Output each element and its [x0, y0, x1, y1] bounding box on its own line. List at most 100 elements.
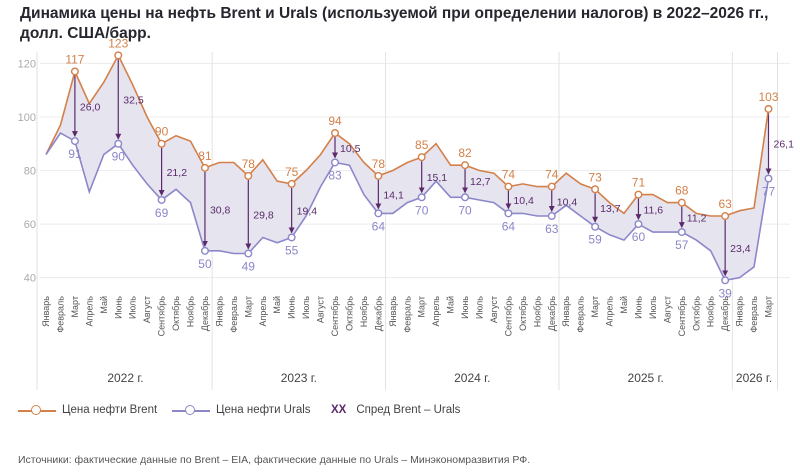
urals-label: 63 — [545, 222, 559, 236]
brent-point — [634, 190, 643, 199]
urals-label: 70 — [415, 203, 429, 217]
legend-brent: Цена нефти Brent — [18, 404, 157, 416]
brent-label: 78 — [372, 157, 386, 171]
brent-point — [417, 153, 426, 162]
urals-point — [114, 139, 123, 148]
brent-point — [244, 171, 253, 180]
month-label: Май — [619, 296, 629, 314]
brent-label: 82 — [458, 146, 472, 160]
year-label: 2024 г. — [454, 371, 490, 385]
urals-point — [634, 220, 643, 229]
month-label: Сентябрь — [157, 296, 167, 337]
brent-point — [677, 198, 686, 207]
legend-urals-label: Цена нефти Urals — [216, 404, 311, 416]
urals-line — [45, 131, 770, 282]
month-label: Апрель — [84, 296, 94, 327]
month-label: Ноябрь — [186, 296, 196, 328]
brent-point — [114, 51, 123, 60]
month-label: Июль — [475, 296, 485, 319]
month-label: Октябрь — [691, 296, 701, 331]
month-label: Апрель — [258, 296, 268, 327]
month-label: Март — [590, 296, 600, 318]
brent-line — [45, 53, 770, 217]
urals-point — [374, 209, 383, 218]
urals-point — [461, 193, 470, 202]
urals-label: 69 — [155, 206, 169, 220]
year-label: 2023 г. — [281, 371, 317, 385]
legend-brent-label: Цена нефти Brent — [62, 404, 158, 416]
urals-label: 64 — [502, 219, 516, 233]
spread-label: 19,4 — [297, 206, 318, 218]
brent-point — [70, 67, 79, 76]
spread-arrows — [71, 59, 772, 277]
brent-label: 74 — [545, 168, 559, 182]
month-label: Сентябрь — [503, 296, 513, 337]
urals-label: 64 — [372, 219, 386, 233]
brent-label: 75 — [285, 165, 299, 179]
month-label: Ноябрь — [706, 296, 716, 328]
oil-price-chart: 40 60 80 100 120 117 91 26,0 123 90 32,5 90 69 21,2 8… — [18, 36, 794, 390]
brent-label: 73 — [588, 170, 602, 184]
month-label: Июль — [128, 296, 138, 319]
spread-label: 29,8 — [253, 210, 274, 222]
month-label: Декабрь — [373, 296, 383, 331]
spread-label: 10,4 — [557, 196, 578, 208]
y-tick-120: 120 — [18, 58, 36, 70]
urals-point — [287, 233, 296, 242]
month-label: Октябрь — [518, 296, 528, 331]
urals-point — [331, 158, 340, 167]
series-points — [70, 51, 773, 285]
urals-label: 59 — [588, 233, 602, 247]
month-label: Июнь — [287, 296, 297, 319]
gridlines: 40 60 80 100 120 — [18, 52, 790, 390]
brent-label: 123 — [108, 36, 128, 50]
spread-label: 21,2 — [167, 167, 188, 179]
month-label: Март — [243, 296, 253, 318]
brent-point — [591, 185, 600, 194]
brent-point — [157, 139, 166, 148]
y-tick-80: 80 — [24, 166, 36, 178]
month-label: Июль — [648, 296, 658, 319]
month-label: Февраль — [749, 296, 759, 333]
month-label: Июль — [301, 296, 311, 319]
month-label: Август — [316, 296, 326, 323]
month-label: Январь — [561, 296, 571, 327]
month-label: Январь — [735, 296, 745, 327]
month-label: Май — [446, 296, 456, 314]
month-label: Февраль — [55, 296, 65, 333]
month-label: Июнь — [633, 296, 643, 319]
legend-spread-marker: XX — [331, 404, 347, 416]
chart-title: Динамика цены на нефть Brent и Urals (ис… — [20, 5, 769, 42]
data-labels: 117 91 26,0 123 90 32,5 90 69 21,2 81 50 30,8 78 49 29… — [65, 36, 794, 300]
spread-label: 26,0 — [80, 101, 101, 113]
urals-point — [591, 222, 600, 231]
brent-label: 68 — [675, 184, 689, 198]
spread-fill — [46, 55, 769, 281]
urals-label: 60 — [632, 230, 646, 244]
month-label: Июнь — [113, 296, 123, 319]
spread-label: 15,1 — [427, 172, 448, 184]
month-label: Январь — [41, 296, 51, 327]
month-label: Май — [99, 296, 109, 314]
month-label: Декабрь — [547, 296, 557, 331]
month-label: Апрель — [431, 296, 441, 327]
spread-label: 12,7 — [470, 176, 491, 188]
brent-point — [504, 182, 513, 191]
urals-point — [721, 276, 730, 285]
urals-point — [417, 193, 426, 202]
brent-point — [547, 182, 556, 191]
month-label: Октябрь — [171, 296, 181, 331]
legend-spread-label: Спред Brent – Urals — [356, 404, 461, 416]
brent-label: 74 — [502, 168, 516, 182]
month-label: Сентябрь — [330, 296, 340, 337]
y-tick-60: 60 — [24, 219, 36, 231]
legend-urals: Цена нефти Urals — [172, 404, 311, 416]
year-label: 2025 г. — [628, 371, 664, 385]
urals-point — [677, 228, 686, 237]
urals-point — [200, 246, 209, 255]
brent-point — [721, 212, 730, 221]
brent-label: 103 — [758, 90, 778, 104]
urals-label: 55 — [285, 243, 299, 257]
brent-label: 85 — [415, 138, 429, 152]
brent-label: 94 — [328, 114, 342, 128]
